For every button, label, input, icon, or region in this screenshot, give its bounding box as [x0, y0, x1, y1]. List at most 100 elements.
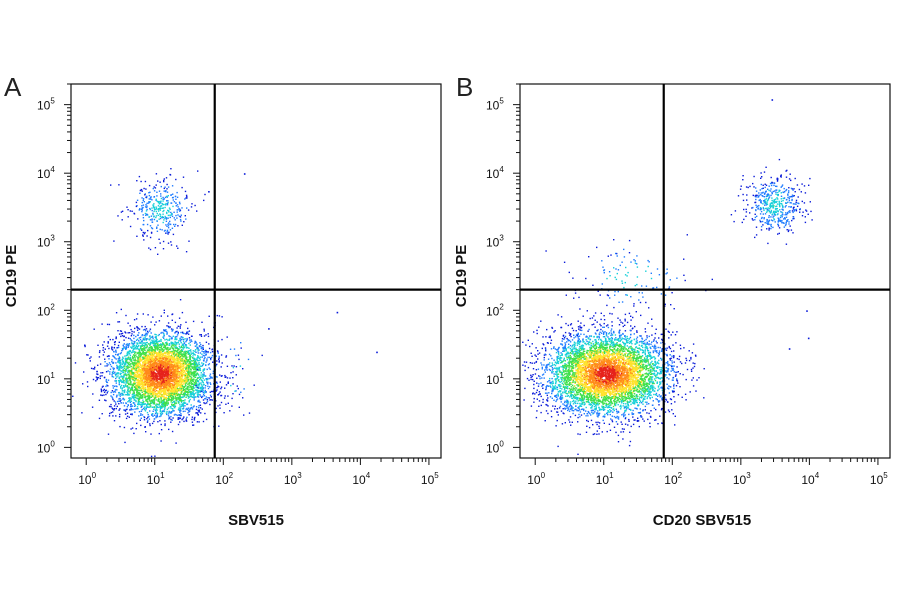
event-dot	[170, 376, 172, 378]
event-dot	[164, 378, 166, 381]
event-dot	[105, 399, 107, 402]
event-dot	[133, 397, 135, 399]
event-dot	[196, 412, 198, 414]
event-dot	[201, 362, 203, 364]
event-dot	[155, 394, 158, 396]
event-dot	[148, 343, 150, 345]
event-dot	[190, 395, 192, 397]
event-dot	[139, 351, 141, 353]
event-dot	[128, 366, 131, 368]
event-dot	[137, 403, 139, 406]
event-dot	[177, 389, 179, 391]
event-dot	[137, 367, 139, 369]
event-dot	[127, 322, 129, 324]
event-dot	[150, 358, 153, 360]
event-dot	[185, 394, 188, 396]
event-dot	[169, 347, 171, 349]
event-dot	[108, 347, 110, 350]
event-dot	[165, 377, 167, 379]
event-dot	[123, 394, 125, 396]
event-dot	[133, 395, 135, 397]
event-dot	[151, 367, 153, 370]
event-dot	[167, 382, 170, 385]
event-dot	[158, 400, 160, 402]
event-dot	[190, 360, 192, 362]
event-dot	[161, 350, 164, 353]
event-dot	[210, 396, 212, 398]
event-dot	[175, 362, 177, 365]
event-dot	[201, 365, 203, 367]
event-dot	[189, 390, 191, 392]
event-dot	[129, 409, 131, 411]
event-dot	[132, 359, 135, 361]
event-dot	[158, 377, 161, 380]
event-dot	[196, 385, 198, 387]
event-dot	[174, 368, 177, 371]
event-dot	[125, 344, 127, 346]
event-dot	[179, 368, 181, 370]
event-dot	[173, 375, 176, 377]
event-dot	[191, 377, 193, 379]
event-dot	[218, 360, 220, 362]
event-dot	[136, 362, 139, 364]
event-dot	[162, 381, 164, 384]
event-dot	[162, 367, 164, 369]
event-dot	[144, 378, 146, 381]
event-dot	[177, 325, 179, 327]
event-dot	[149, 364, 152, 366]
event-dot	[134, 341, 136, 343]
event-dot	[197, 356, 199, 358]
event-dot	[207, 351, 209, 353]
event-dot	[217, 405, 219, 407]
event-dot	[201, 356, 203, 358]
event-dot	[173, 391, 175, 393]
event-dot	[147, 391, 149, 393]
event-dot	[132, 392, 134, 394]
event-dot	[165, 357, 167, 359]
event-dot	[141, 394, 144, 396]
event-dot	[123, 386, 125, 388]
event-dot	[197, 364, 199, 367]
event-dot	[176, 396, 178, 399]
event-dot	[124, 363, 127, 365]
event-dot	[184, 376, 186, 378]
event-dot	[190, 339, 192, 341]
event-dot	[124, 331, 126, 333]
event-dot	[138, 387, 140, 389]
event-dot	[150, 396, 153, 398]
event-dot	[189, 381, 191, 383]
event-dot	[149, 405, 152, 407]
event-dot	[131, 368, 133, 370]
event-dot	[108, 323, 111, 326]
event-dot	[194, 392, 197, 394]
event-dot	[127, 373, 129, 376]
event-dot	[203, 368, 205, 370]
event-dot	[209, 373, 212, 375]
event-dot	[141, 408, 143, 411]
event-dot	[182, 361, 184, 363]
event-dot	[153, 359, 155, 361]
event-dot	[208, 315, 210, 317]
event-dot	[224, 387, 226, 389]
event-dot	[227, 381, 229, 383]
event-dot	[197, 395, 199, 397]
event-dot	[174, 382, 177, 384]
event-dot	[186, 403, 189, 405]
event-dot	[216, 386, 219, 389]
event-dot	[198, 345, 201, 347]
event-dot	[141, 340, 143, 342]
event-dot	[197, 391, 199, 393]
event-dot	[115, 358, 117, 360]
event-dot	[166, 349, 168, 351]
event-dot	[136, 338, 139, 340]
event-dot	[187, 412, 189, 414]
event-dot	[177, 423, 180, 426]
event-dot	[126, 357, 128, 360]
event-dot	[140, 403, 142, 406]
event-dot	[199, 394, 201, 396]
event-dot	[161, 390, 163, 393]
event-dot	[162, 343, 164, 345]
event-dot	[156, 364, 158, 366]
event-dot	[124, 357, 127, 359]
event-dot	[130, 374, 132, 376]
